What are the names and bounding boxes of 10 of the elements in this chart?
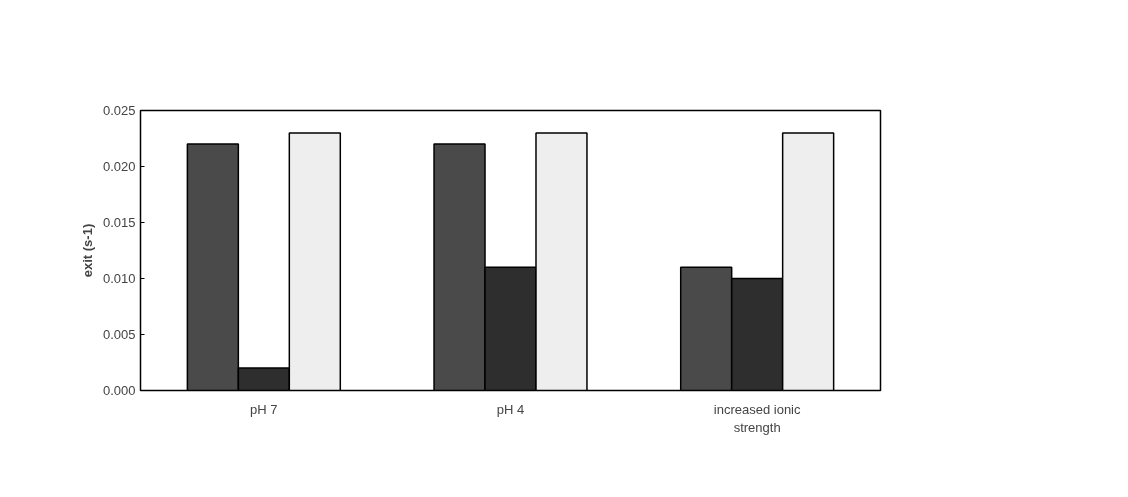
y-tick-label: 0.025 xyxy=(102,103,136,118)
x-tick-label: pH 7 xyxy=(250,401,278,417)
x-tick-label: increased ionic strength xyxy=(713,401,802,435)
y-tick-label: 0.010 xyxy=(102,271,136,286)
y-tick-label: 0.015 xyxy=(102,215,136,230)
y-tick-label: 0.020 xyxy=(102,159,136,174)
y-tick-label: 0.000 xyxy=(102,383,136,398)
y-tick-label: 0.005 xyxy=(102,327,136,342)
y-axis-title: exit (s-1) xyxy=(79,223,95,278)
x-tick-label: pH 4 xyxy=(496,401,525,417)
